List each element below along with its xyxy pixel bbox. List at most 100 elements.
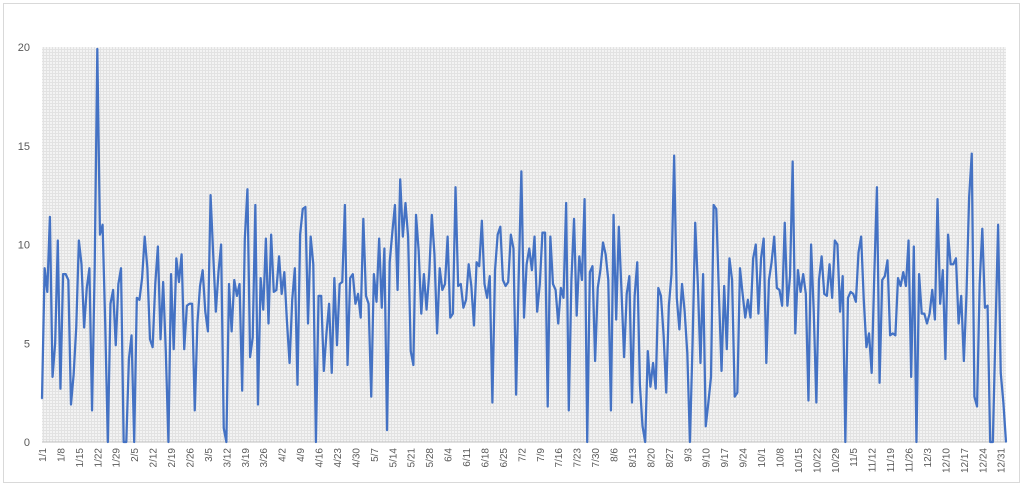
data-point xyxy=(59,387,62,390)
data-point xyxy=(546,405,549,408)
data-point xyxy=(499,225,502,228)
data-point xyxy=(855,300,857,303)
data-point xyxy=(541,231,544,234)
data-point xyxy=(370,395,373,398)
data-point xyxy=(741,293,744,295)
data-point xyxy=(770,261,773,264)
data-point xyxy=(639,383,641,386)
x-tick-label: 12/24 xyxy=(978,448,989,473)
data-point xyxy=(191,302,193,305)
data-point xyxy=(415,214,417,216)
data-point xyxy=(686,352,689,354)
x-tick-label: 10/1 xyxy=(757,448,768,468)
data-point xyxy=(428,273,430,275)
data-point xyxy=(441,289,444,291)
data-point xyxy=(602,241,604,244)
x-tick-label: 7/16 xyxy=(554,448,565,468)
data-point xyxy=(167,441,170,443)
data-point xyxy=(765,362,768,364)
data-point xyxy=(449,316,452,319)
data-point xyxy=(720,370,723,372)
data-point xyxy=(886,259,889,262)
x-tick-label: 5/14 xyxy=(388,448,399,468)
data-point xyxy=(286,320,288,323)
data-point xyxy=(436,332,438,335)
data-point xyxy=(870,372,873,374)
data-point xyxy=(196,322,199,325)
x-tick-label: 3/19 xyxy=(241,448,252,468)
data-point xyxy=(973,395,976,398)
data-point xyxy=(259,277,262,279)
data-point xyxy=(918,273,920,275)
data-point xyxy=(175,257,178,260)
x-tick-label: 8/6 xyxy=(610,448,621,462)
data-point xyxy=(968,196,970,198)
data-point xyxy=(707,401,710,404)
x-tick-label: 6/18 xyxy=(480,448,491,468)
data-point xyxy=(120,267,122,270)
data-point xyxy=(488,275,491,277)
data-point xyxy=(654,387,657,390)
data-point xyxy=(375,300,378,303)
data-point xyxy=(246,188,249,190)
data-point xyxy=(596,287,599,289)
data-point xyxy=(341,281,344,283)
data-point xyxy=(380,306,383,309)
data-point xyxy=(702,273,704,275)
data-point xyxy=(238,283,241,285)
x-tick-label: 11/26 xyxy=(905,448,916,473)
data-point xyxy=(726,348,728,350)
data-point xyxy=(452,312,454,315)
data-point xyxy=(459,283,462,285)
x-tick-label: 1/1 xyxy=(38,448,49,462)
data-point xyxy=(860,235,862,238)
data-point xyxy=(841,275,844,277)
data-point xyxy=(420,312,423,315)
data-point xyxy=(652,362,654,364)
data-point xyxy=(802,273,804,275)
data-point xyxy=(465,299,467,301)
data-point xyxy=(151,346,154,349)
data-point xyxy=(504,285,507,287)
data-point xyxy=(128,358,130,360)
data-point xyxy=(122,441,125,443)
data-point xyxy=(836,243,839,246)
data-point xyxy=(496,233,499,236)
data-point xyxy=(241,389,243,392)
x-tick-label: 11/12 xyxy=(868,448,879,473)
data-point xyxy=(236,295,238,297)
data-point xyxy=(586,441,589,443)
data-point xyxy=(233,279,236,281)
data-point xyxy=(507,281,510,283)
data-point xyxy=(607,279,610,281)
data-point xyxy=(170,273,172,275)
data-point xyxy=(994,330,997,333)
data-point xyxy=(83,326,85,329)
data-point xyxy=(955,257,957,260)
data-point xyxy=(473,324,475,327)
y-tick-label: 20 xyxy=(18,42,30,54)
data-point xyxy=(889,334,891,337)
data-point xyxy=(575,314,578,317)
data-point xyxy=(762,237,765,240)
data-point xyxy=(51,376,54,378)
data-point xyxy=(178,281,180,283)
data-point xyxy=(844,441,847,443)
data-point xyxy=(907,239,910,242)
data-point xyxy=(683,310,686,313)
x-tick-label: 4/23 xyxy=(333,448,344,468)
data-point xyxy=(104,322,107,325)
x-tick-label: 7/2 xyxy=(517,448,528,462)
data-point xyxy=(970,152,973,155)
data-point xyxy=(960,295,963,297)
data-point xyxy=(776,287,778,289)
data-point xyxy=(409,350,412,352)
data-point xyxy=(43,267,46,270)
data-point xyxy=(296,383,299,386)
data-point xyxy=(64,273,67,275)
data-point xyxy=(581,279,583,281)
y-tick-label: 0 xyxy=(24,437,30,449)
data-point xyxy=(923,312,926,315)
data-point xyxy=(768,279,770,281)
data-point xyxy=(699,362,702,364)
